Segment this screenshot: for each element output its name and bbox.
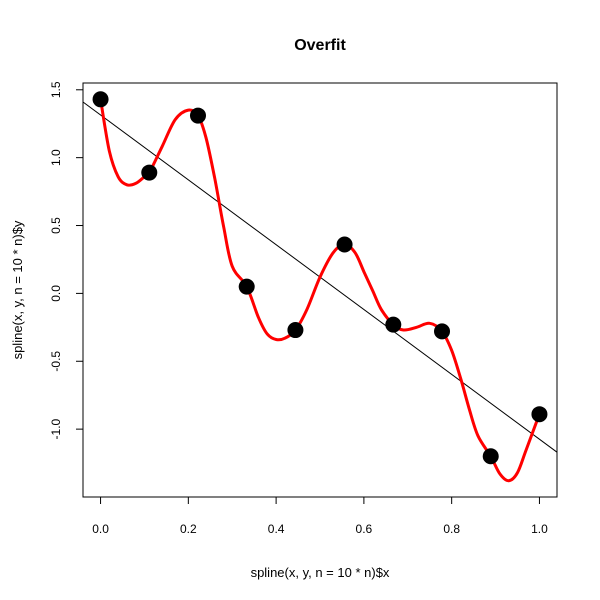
chart-title: Overfit xyxy=(294,37,346,54)
x-tick-label: 0.8 xyxy=(443,522,460,536)
y-tick-label: 1.0 xyxy=(49,149,63,166)
x-tick-label: 0.6 xyxy=(356,522,373,536)
spline-curve xyxy=(99,99,541,483)
data-point xyxy=(287,322,304,339)
y-tick-label: -0.5 xyxy=(49,351,63,372)
data-point xyxy=(189,107,206,124)
y-tick-label: 1.5 xyxy=(49,81,63,98)
y-tick-label: -1.0 xyxy=(49,418,63,439)
data-point xyxy=(482,448,499,465)
spline-layer xyxy=(99,99,541,483)
data-point xyxy=(92,91,109,108)
points-layer xyxy=(92,91,548,465)
data-point xyxy=(385,316,402,333)
data-point xyxy=(434,323,451,340)
data-point xyxy=(336,236,353,253)
y-axis-label: spline(x, y, n = 10 * n)$y xyxy=(10,220,25,359)
plot-box xyxy=(82,82,558,498)
x-axis-label: spline(x, y, n = 10 * n)$x xyxy=(251,565,390,580)
data-point xyxy=(238,278,255,295)
x-tick-label: 1.0 xyxy=(531,522,548,536)
x-tick-label: 0.0 xyxy=(92,522,109,536)
data-point xyxy=(141,164,158,181)
axes-layer: 0.0 0.2 0.4 0.6 0.8 1.0 -1.0 -0.5 0.0 0.5 1.0 1.5 xyxy=(49,81,548,536)
y-tick-label: 0.0 xyxy=(49,285,63,302)
y-tick-label: 0.5 xyxy=(49,217,63,234)
x-tick-label: 0.2 xyxy=(180,522,197,536)
x-tick-label: 0.4 xyxy=(268,522,285,536)
data-point xyxy=(531,406,548,423)
